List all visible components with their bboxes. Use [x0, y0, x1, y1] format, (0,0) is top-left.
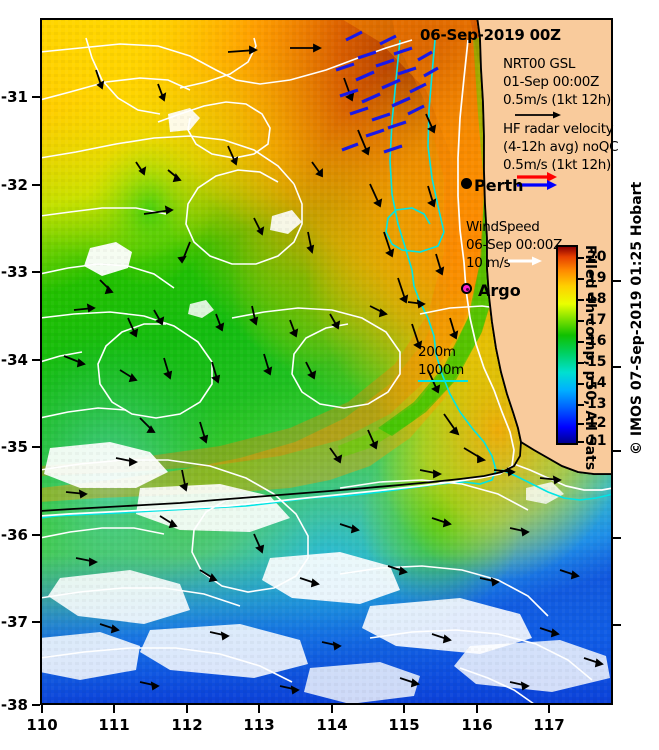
colorbar-gradient — [556, 245, 578, 445]
windspeed-contours — [40, 37, 593, 705]
colorbar-tick-label: 12 — [587, 415, 607, 431]
colorbar-tick-label: 15 — [587, 354, 607, 370]
argo-label: Argo — [478, 281, 521, 300]
y-tick — [32, 184, 40, 186]
y-tick-label: -31 — [0, 88, 28, 106]
x-tick — [476, 705, 478, 713]
y-tick — [32, 534, 40, 536]
colorbar-tick-label: 14 — [587, 375, 607, 391]
colorbar-title: Filled 4h comp, p50, All Sats — [582, 245, 598, 471]
y-tick-label: -33 — [0, 263, 28, 281]
x-tick-label: 111 — [98, 716, 130, 734]
y-tick — [32, 359, 40, 361]
colorbar-tick — [578, 404, 584, 406]
argo-marker[interactable] — [461, 283, 472, 294]
wind-legend-line1: WindSpeed — [466, 219, 540, 235]
hf-legend-line3: 0.5m/s (1kt 12h) — [503, 157, 611, 173]
x-tick — [548, 705, 550, 713]
hf-radar-arrows — [335, 30, 439, 154]
x-tick-label: 115 — [388, 716, 420, 734]
right-tick — [613, 280, 621, 282]
figure-title: 06-Sep-2019 00Z — [420, 26, 561, 44]
x-tick — [403, 705, 405, 713]
y-tick-label: -36 — [0, 526, 28, 544]
y-tick-label: -34 — [0, 351, 28, 369]
y-tick — [32, 621, 40, 623]
wind-legend-line2: 06-Sep 00:00Z — [466, 237, 563, 253]
x-tick-label: 117 — [533, 716, 565, 734]
colorbar-tick — [578, 278, 584, 280]
colorbar-tick-label: 18 — [587, 291, 607, 307]
x-tick — [331, 705, 333, 713]
y-tick-label: -38 — [0, 696, 28, 714]
colorbar-tick-label: 16 — [587, 333, 607, 349]
gsl-legend-line2: 01-Sep 00:00Z — [503, 74, 600, 90]
y-tick — [32, 446, 40, 448]
hf-legend-line1: HF radar velocity — [503, 121, 614, 137]
colorbar-tick — [578, 257, 584, 259]
gsl-legend-line1: NRT00 GSL — [503, 56, 576, 72]
bathymetry-1000m-swatch — [418, 380, 468, 382]
map-plot-area[interactable] — [40, 18, 613, 705]
y-tick — [32, 704, 40, 706]
gsl-legend-line3: 0.5m/s (1kt 12h) — [503, 92, 611, 108]
x-tick-label: 116 — [461, 716, 493, 734]
x-tick-label: 110 — [26, 716, 58, 734]
hf-legend-line2: (4-12h avg) noQC — [503, 139, 619, 155]
right-tick — [613, 537, 621, 539]
wind-legend-arrow — [508, 256, 542, 266]
y-tick-label: -32 — [0, 176, 28, 194]
colorbar-tick — [578, 299, 584, 301]
colorbar[interactable]: 20 19 18 17 16 15 14 13 12 11 — [556, 245, 606, 449]
right-tick — [613, 624, 621, 626]
colorbar-tick — [578, 362, 584, 364]
colorbar-tick-label: 13 — [587, 396, 607, 412]
x-tick — [113, 705, 115, 713]
x-tick-label: 112 — [171, 716, 203, 734]
hf-legend-arrows — [517, 172, 557, 190]
colorbar-tick — [578, 383, 584, 385]
colorbar-tick-label: 20 — [587, 249, 607, 265]
right-tick — [613, 366, 621, 368]
gsl-legend-arrow — [515, 111, 561, 119]
y-tick-label: -37 — [0, 613, 28, 631]
bathymetry-1000m-label: 1000m — [418, 362, 465, 378]
x-tick — [186, 705, 188, 713]
copyright-notice: © IMOS 07-Sep-2019 01:25 Hobart — [629, 181, 645, 455]
right-tick — [613, 450, 621, 452]
x-tick — [41, 705, 43, 713]
x-tick — [258, 705, 260, 713]
colorbar-tick-label: 11 — [587, 433, 607, 449]
y-tick — [32, 96, 40, 98]
colorbar-tick-label: 19 — [587, 270, 607, 286]
colorbar-tick — [578, 441, 584, 443]
y-tick-label: -35 — [0, 438, 28, 456]
colorbar-tick — [578, 341, 584, 343]
perth-label: Perth — [474, 176, 524, 195]
gsl-current-arrows — [63, 43, 604, 695]
colorbar-tick-label: 17 — [587, 312, 607, 328]
perth-marker[interactable] — [461, 178, 472, 189]
colorbar-tick — [578, 423, 584, 425]
x-tick-label: 114 — [316, 716, 348, 734]
x-tick-label: 113 — [243, 716, 275, 734]
colorbar-tick — [578, 320, 584, 322]
bathymetry-200m-label: 200m — [418, 344, 456, 360]
wind-legend-line3: 10 m/s — [466, 255, 511, 271]
isobath-1000m — [40, 39, 613, 519]
y-tick — [32, 271, 40, 273]
